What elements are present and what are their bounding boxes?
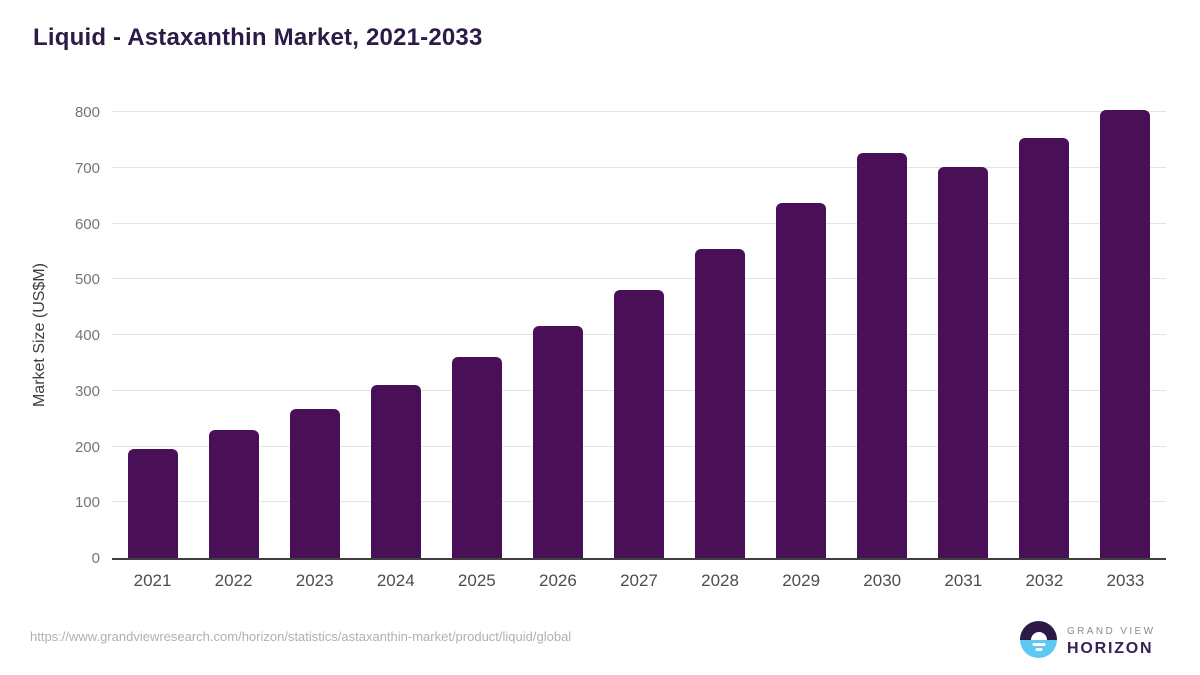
x-tick-label-2027: 2027 — [620, 571, 658, 590]
plot-area — [112, 109, 1166, 560]
bar-2024[interactable] — [370, 385, 421, 558]
bar-2022[interactable] — [208, 429, 259, 558]
x-tick-label-2029: 2029 — [782, 571, 821, 590]
y-tick-label-0: 0 — [91, 550, 100, 567]
bar-2028[interactable] — [695, 249, 746, 558]
y-tick-label-600: 600 — [74, 215, 100, 233]
bar-2025[interactable] — [451, 356, 502, 558]
bar-2026[interactable] — [532, 326, 583, 558]
logo-sun-arch — [1030, 631, 1047, 640]
logo-wordmark: GRAND VIEW HORIZON — [1067, 626, 1155, 658]
logo-horizon-line — [1032, 643, 1045, 646]
gridline-700 — [112, 166, 1166, 168]
x-tick-label-2028: 2028 — [701, 571, 739, 590]
x-tick-label-2022: 2022 — [214, 571, 253, 590]
x-tick-label-2032: 2032 — [1025, 571, 1064, 590]
gridline-800 — [112, 111, 1166, 112]
logo-horizon-text: HORIZON — [1067, 640, 1154, 657]
y-tick-label-400: 400 — [74, 327, 100, 344]
x-tick-label-2025: 2025 — [457, 571, 496, 590]
bar-2023[interactable] — [289, 409, 340, 558]
logo-grand-view-text: GRAND VIEW — [1067, 626, 1156, 637]
y-tick-label-100: 100 — [74, 494, 100, 512]
gridline-500 — [112, 278, 1166, 280]
x-tick-label-2024: 2024 — [376, 571, 415, 590]
logo-reflection-line — [1035, 648, 1042, 651]
x-tick-label-2023: 2023 — [295, 571, 334, 590]
brand-logo: GRAND VIEW HORIZON — [1020, 621, 1170, 659]
bar-2030[interactable] — [857, 152, 908, 558]
bar-2021[interactable] — [127, 449, 178, 558]
bar-2029[interactable] — [776, 202, 827, 558]
y-tick-label-500: 500 — [74, 271, 100, 289]
y-tick-label-700: 700 — [74, 159, 100, 177]
bar-2031[interactable] — [938, 166, 989, 558]
x-tick-label-2033: 2033 — [1106, 571, 1145, 590]
x-tick-label-2021: 2021 — [133, 571, 172, 590]
x-tick-label-2030: 2030 — [863, 571, 902, 590]
source-url: https://www.grandviewresearch.com/horizo… — [30, 629, 572, 644]
bar-2033[interactable] — [1100, 109, 1151, 558]
grand-view-horizon-logo-icon — [1020, 621, 1057, 658]
gridline-600 — [112, 222, 1166, 224]
logo-sky-half — [1020, 621, 1057, 640]
x-tick-label-2026: 2026 — [538, 571, 577, 590]
x-tick-label-2031: 2031 — [944, 571, 983, 590]
y-tick-label-200: 200 — [74, 438, 100, 456]
bar-2032[interactable] — [1019, 138, 1070, 558]
y-tick-label-800: 800 — [74, 104, 100, 121]
bar-2027[interactable] — [614, 289, 664, 558]
y-tick-label-300: 300 — [74, 382, 100, 400]
chart-title: Liquid - Astaxanthin Market, 2021-2033 — [33, 24, 483, 51]
